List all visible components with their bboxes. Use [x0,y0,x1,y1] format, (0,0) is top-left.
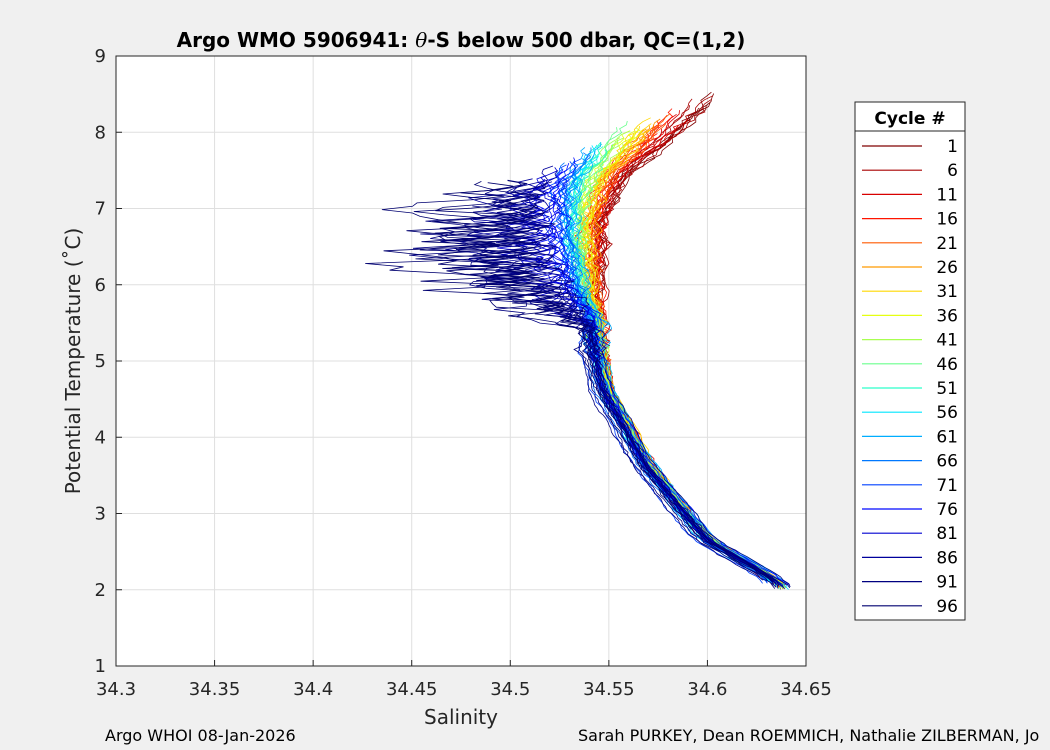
chart-title: Argo WMO 5906941: θ-S below 500 dbar, QC… [177,28,746,52]
x-tick-label: 34.6 [687,679,727,700]
legend-label: 36 [936,306,958,326]
legend-label: 81 [936,524,958,544]
legend-label: 51 [936,379,958,399]
legend-label: 11 [936,185,958,205]
chart-title-prefix: Argo WMO 5906941: [177,28,416,52]
x-tick-label: 34.45 [386,679,438,700]
y-axis-label: Potential Temperature (˚C) [61,228,85,495]
profile-line [383,180,773,582]
legend-label: 61 [936,427,958,447]
x-tick-label: 34.5 [490,679,530,700]
x-tick-label: 34.4 [293,679,333,700]
y-tick-label: 4 [95,427,106,448]
y-tick-label: 5 [95,351,106,372]
legend-label: 91 [936,573,958,593]
footer-source: Argo WHOI 08-Jan-2026 [105,726,296,745]
profile-line [365,182,779,587]
legend-label: 76 [936,500,958,520]
legend-title: Cycle # [874,109,945,129]
legend-label: 1 [947,137,958,157]
legend-label: 26 [936,258,958,278]
legend-label: 56 [936,403,958,423]
profile-series [365,91,791,590]
profile-line [572,144,778,581]
x-tick-label: 34.35 [189,679,241,700]
legend-label: 86 [936,548,958,568]
y-tick-label: 3 [95,504,106,525]
legend-label: 66 [936,452,958,472]
x-tick-label: 34.3 [96,679,136,700]
y-tick-label: 7 [95,199,106,220]
y-tick-label: 8 [95,122,106,143]
x-tick-label: 34.65 [780,679,832,700]
legend-label: 71 [936,476,958,496]
legend-label: 31 [936,282,958,302]
profile-line [409,179,776,589]
profile-line [415,204,777,588]
y-tick-label: 9 [95,46,106,67]
legend-label: 96 [936,597,958,617]
chart-title-suffix: -S below 500 dbar, QC=(1,2) [427,28,745,52]
x-axis-label: Salinity [424,705,498,729]
x-tick-label: 34.55 [583,679,635,700]
legend: Cycle # 16111621263136414651566166717681… [854,101,966,621]
legend-label: 16 [936,210,958,230]
profile-line [570,142,785,586]
footer-credits: Sarah PURKEY, Dean ROEMMICH, Nathalie ZI… [578,726,1040,745]
chart-title-theta: θ [415,28,427,52]
legend-label: 21 [936,234,958,254]
y-tick-label: 2 [95,580,106,601]
profile-line [451,183,791,588]
axis-ticks: 34.3 34.35 34.4 34.45 34.5 34.55 34.6 34.65 1 2 3 4… [95,46,832,700]
legend-label: 46 [936,355,958,375]
y-tick-label: 1 [95,656,106,677]
y-tick-label: 6 [95,275,106,296]
legend-label: 6 [947,161,958,181]
legend-label: 41 [936,331,958,351]
